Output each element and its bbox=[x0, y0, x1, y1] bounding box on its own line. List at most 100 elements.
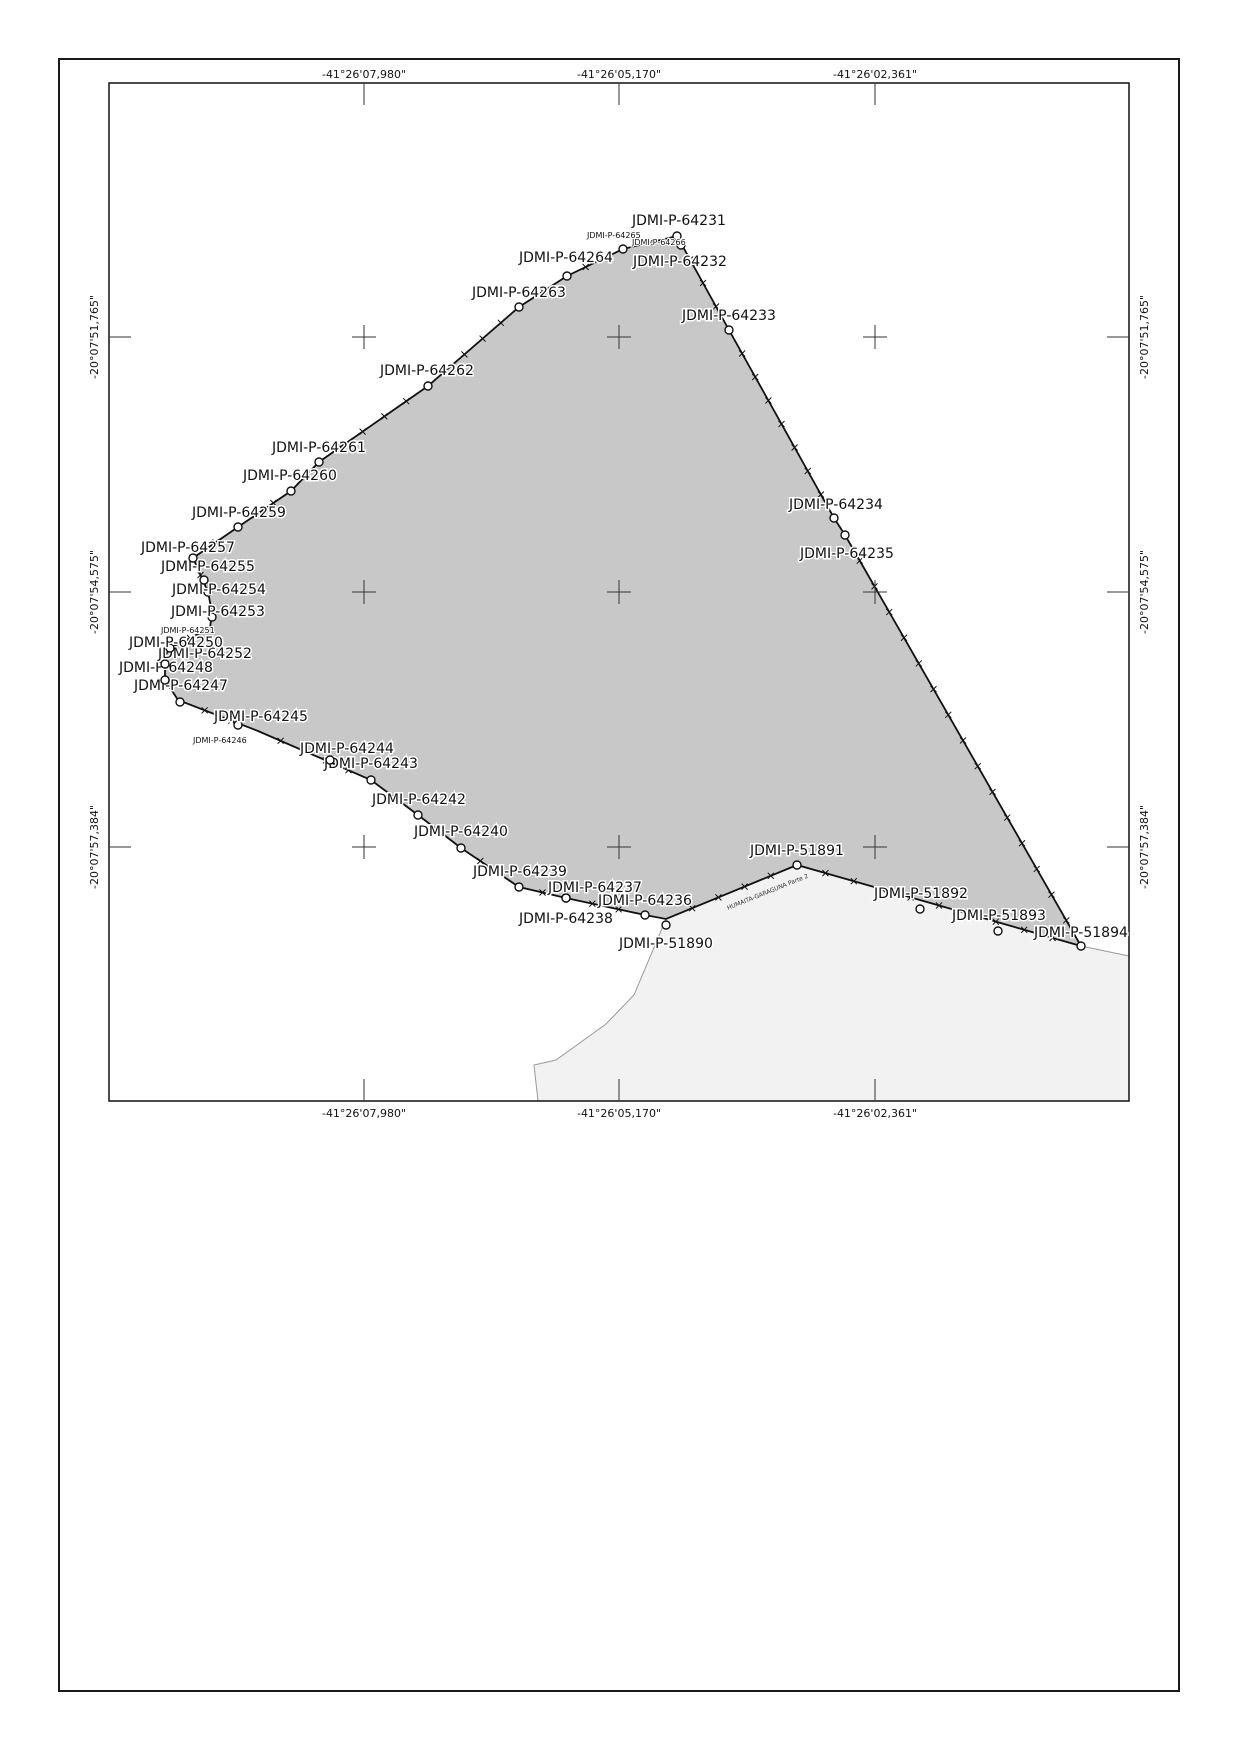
boundary-tick bbox=[299, 747, 307, 754]
boundary-tick bbox=[699, 279, 707, 287]
lon-label-top-1: -41°26'07,980" bbox=[322, 68, 406, 81]
lon-label-top-2: -41°26'05,170" bbox=[577, 68, 661, 81]
vertex-point bbox=[661, 920, 671, 930]
boundary-tick bbox=[992, 918, 1000, 926]
vertex-point bbox=[325, 755, 335, 765]
boundary-tick bbox=[915, 660, 923, 667]
vertex-point bbox=[165, 643, 175, 653]
boundary-tick bbox=[646, 239, 654, 246]
lat-label-right-3: -20°07'57,384" bbox=[1138, 805, 1151, 889]
boundary-tick bbox=[944, 711, 952, 719]
vertex-label: JDMI-P-51894 bbox=[1033, 925, 1128, 941]
vertex-label: JDMI-P-64234 bbox=[788, 497, 883, 513]
boundary-tick bbox=[345, 766, 352, 774]
lat-label-left-2: -20°07'54,575" bbox=[88, 550, 101, 634]
vertex-label: JDMI-P-64232 bbox=[632, 254, 727, 270]
vertex-label: JDMI-P-64252 bbox=[157, 646, 252, 662]
vertex-label: JDMI-P-64245 bbox=[213, 709, 308, 725]
boundary-tick bbox=[900, 634, 908, 642]
boundary-tick bbox=[402, 397, 410, 405]
vertex-label: JDMI-P-64242 bbox=[371, 792, 466, 808]
longitude-labels-bottom: -41°26'07,980" -41°26'05,170" -41°26'02,… bbox=[322, 1107, 917, 1120]
boundary-tick bbox=[738, 350, 746, 357]
longitude-labels-top: -41°26'07,980" -41°26'05,170" -41°26'02,… bbox=[322, 68, 917, 81]
vertex-label: JDMI-P-64255 bbox=[160, 559, 255, 575]
boundary-tick bbox=[476, 857, 484, 865]
boundary-tick bbox=[301, 473, 309, 480]
vertex-point bbox=[175, 697, 185, 707]
boundary-tick bbox=[381, 413, 388, 420]
lon-label-top-3: -41°26'02,361" bbox=[833, 68, 917, 81]
boundary-tick bbox=[778, 420, 785, 428]
boundary-tick bbox=[436, 828, 443, 835]
vertex-point bbox=[829, 513, 839, 523]
boundary-tick bbox=[715, 894, 722, 901]
vertex-point bbox=[456, 843, 466, 853]
boundary-tick bbox=[765, 397, 772, 404]
vertex-markers: JDMI-P-64231 JDMI-P-64232 JDMI-P-64233 JDMI… bbox=[117, 212, 1130, 954]
boundary-tick bbox=[822, 869, 829, 877]
boundary-tick bbox=[959, 737, 967, 744]
vertex-label: JDMI-P-64240 bbox=[413, 824, 508, 840]
boundary-tick bbox=[186, 634, 194, 642]
lat-label-right-2: -20°07'54,575" bbox=[1138, 550, 1151, 634]
vertex-point bbox=[160, 675, 170, 685]
boundary-tick bbox=[1003, 814, 1011, 821]
boundary-tick bbox=[791, 444, 798, 451]
boundary-tick bbox=[212, 539, 219, 546]
boundary-tick bbox=[539, 288, 547, 295]
vertex-label: JDMI-P-51891 bbox=[749, 843, 844, 859]
vertex-point bbox=[676, 240, 686, 250]
vertex-label: JDMI-P-64251 bbox=[160, 626, 215, 635]
vertex-point bbox=[514, 882, 524, 892]
vertex-point bbox=[207, 612, 217, 622]
vertex-label: JDMI-P-64265 bbox=[586, 231, 641, 240]
vertex-point bbox=[203, 587, 213, 597]
vertex-label: JDMI-P-64257 bbox=[140, 540, 235, 556]
boundary-tick bbox=[588, 900, 596, 908]
vertex-label: JDMI-P-64235 bbox=[799, 546, 894, 562]
boundary-tick bbox=[1018, 839, 1026, 847]
boundary-tick bbox=[461, 351, 468, 358]
lon-label-bottom-2: -41°26'05,170" bbox=[577, 1107, 661, 1120]
vertex-point bbox=[314, 457, 324, 467]
boundary-tick bbox=[856, 557, 864, 565]
vertex-point bbox=[672, 231, 682, 241]
boundary-tick bbox=[391, 794, 398, 801]
vertex-label: JDMI-P-64253 bbox=[170, 604, 265, 620]
boundary-tick bbox=[688, 904, 696, 912]
boundary-tick bbox=[1033, 865, 1041, 873]
vertex-label: JDMI-P-64261 bbox=[271, 440, 366, 456]
vertex-label: JDMI-P-64239 bbox=[472, 864, 567, 880]
vertex-label: JDMI-P-64243 bbox=[323, 756, 418, 772]
lon-label-bottom-3: -41°26'02,361" bbox=[833, 1107, 917, 1120]
vertex-point bbox=[423, 381, 433, 391]
vertex-label: JDMI-P-64250 bbox=[128, 635, 223, 651]
vertex-point bbox=[514, 302, 524, 312]
lat-label-right-1: -20°07'51,765" bbox=[1138, 295, 1151, 379]
boundary-tick bbox=[767, 872, 775, 880]
boundary-tick bbox=[496, 870, 504, 878]
boundary-tick bbox=[600, 254, 608, 262]
vertex-label: JDMI-P-64254 bbox=[171, 582, 266, 598]
vertex-point bbox=[993, 926, 1003, 936]
vertex-label: JDMI-P-51890 bbox=[618, 936, 713, 952]
vertex-label: JDMI-P-64236 bbox=[597, 893, 692, 909]
vertex-label: JDMI-P-64244 bbox=[299, 741, 394, 757]
vertex-label: JDMI-P-64259 bbox=[191, 505, 286, 521]
vertex-label: JDMI-P-64260 bbox=[242, 468, 337, 484]
vertex-label: JDMI-P-64263 bbox=[471, 285, 566, 301]
boundary-ticks bbox=[186, 239, 1070, 942]
boundary-tick bbox=[442, 366, 450, 374]
vertex-label: JDMI-P-64231 bbox=[631, 213, 726, 229]
vertex-point bbox=[366, 775, 376, 785]
vertex-label: JDMI-P-64247 bbox=[133, 678, 228, 694]
boundary-tick bbox=[686, 256, 694, 263]
vertex-label: JDMI-P-64266 bbox=[631, 238, 686, 247]
vertex-point bbox=[1076, 941, 1086, 951]
boundary-tick bbox=[974, 762, 982, 770]
boundary-tick bbox=[1048, 891, 1055, 898]
boundary-tick bbox=[227, 717, 235, 725]
vertex-point bbox=[413, 810, 423, 820]
